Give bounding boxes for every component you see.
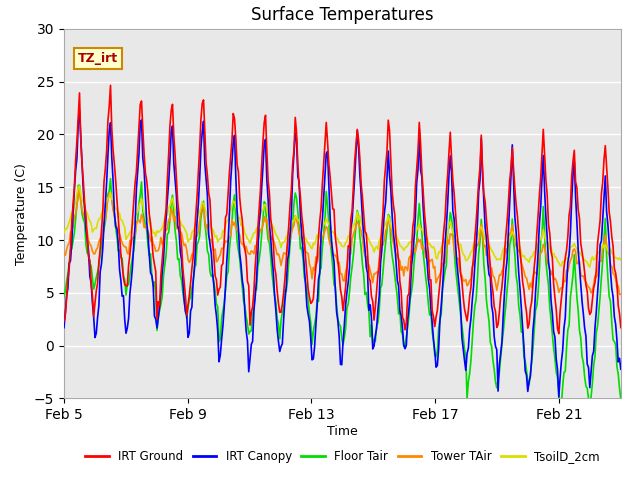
X-axis label: Time: Time (327, 425, 358, 438)
Title: Surface Temperatures: Surface Temperatures (251, 6, 434, 24)
Text: TZ_irt: TZ_irt (78, 52, 118, 65)
Legend: IRT Ground, IRT Canopy, Floor Tair, Tower TAir, TsoilD_2cm: IRT Ground, IRT Canopy, Floor Tair, Towe… (81, 445, 604, 468)
Y-axis label: Temperature (C): Temperature (C) (15, 163, 28, 264)
